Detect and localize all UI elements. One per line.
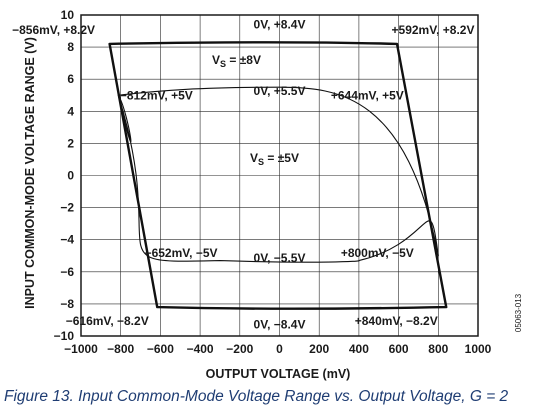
figure-code: 05063-013: [514, 293, 523, 332]
data-annotation: −652mV, −5V: [145, 246, 218, 260]
y-axis-title: INPUT COMMON-MODE VOLTAGE RANGE (V): [23, 37, 37, 309]
y-tick-label: −4: [60, 233, 74, 247]
data-annotation: 0V, −5.5V: [254, 251, 306, 265]
annotations: −856mV, +8.2V 0V, +8.4V +592mV, +8.2V −812m…: [12, 18, 474, 332]
data-annotation: +800mV, −5V: [341, 246, 414, 260]
x-tick-label: 600: [389, 342, 409, 356]
data-annotation: 0V, +5.5V: [254, 84, 306, 98]
vs5-label: VS = ±5V: [250, 151, 299, 167]
y-tick-label: 2: [67, 136, 74, 150]
x-tick-label: −1000: [64, 342, 98, 356]
data-annotation: −616mV, −8.2V: [66, 314, 149, 328]
y-tick-label: −2: [60, 201, 74, 215]
x-tick-label: −200: [226, 342, 253, 356]
y-tick-label: −10: [54, 329, 75, 343]
y-tick-label: 4: [67, 104, 74, 118]
grid: [80, 14, 479, 337]
data-annotation: 0V, +8.4V: [254, 18, 306, 32]
data-annotation: +592mV, +8.2V: [392, 23, 475, 37]
y-tick-label: −6: [60, 265, 74, 279]
vs8-label: VS = ±8V: [212, 53, 261, 69]
x-tick-label: −600: [147, 342, 174, 356]
tick-labels: −1000 −800 −600 −400 −200 0 200 400 600 800 1000 10…: [54, 8, 492, 356]
x-tick-label: −400: [187, 342, 214, 356]
x-axis-title: OUTPUT VOLTAGE (mV): [206, 367, 351, 381]
y-tick-label: 8: [67, 40, 74, 54]
series-layer: [108, 41, 448, 310]
figure-caption: Figure 13. Input Common-Mode Voltage Ran…: [4, 388, 509, 405]
series-vs5: [117, 86, 439, 263]
x-tick-label: 0: [276, 342, 283, 356]
data-annotation: +840mV, −8.2V: [355, 314, 438, 328]
y-tick-label: 10: [61, 8, 75, 22]
x-tick-label: 400: [349, 342, 369, 356]
x-tick-label: 200: [309, 342, 329, 356]
x-tick-label: 1000: [465, 342, 492, 356]
data-annotation: −856mV, +8.2V: [12, 23, 95, 37]
x-tick-label: 800: [428, 342, 448, 356]
x-tick-label: −800: [107, 342, 134, 356]
plot-frame: [80, 14, 479, 337]
y-tick-label: 0: [67, 169, 74, 183]
data-annotation: 0V, −8.4V: [254, 317, 306, 331]
y-tick-label: 6: [67, 72, 74, 86]
series-vs8: [108, 41, 448, 310]
y-tick-label: −8: [60, 297, 74, 311]
data-annotation: +644mV, +5V: [331, 88, 404, 102]
data-annotation: −812mV, +5V: [120, 88, 193, 102]
